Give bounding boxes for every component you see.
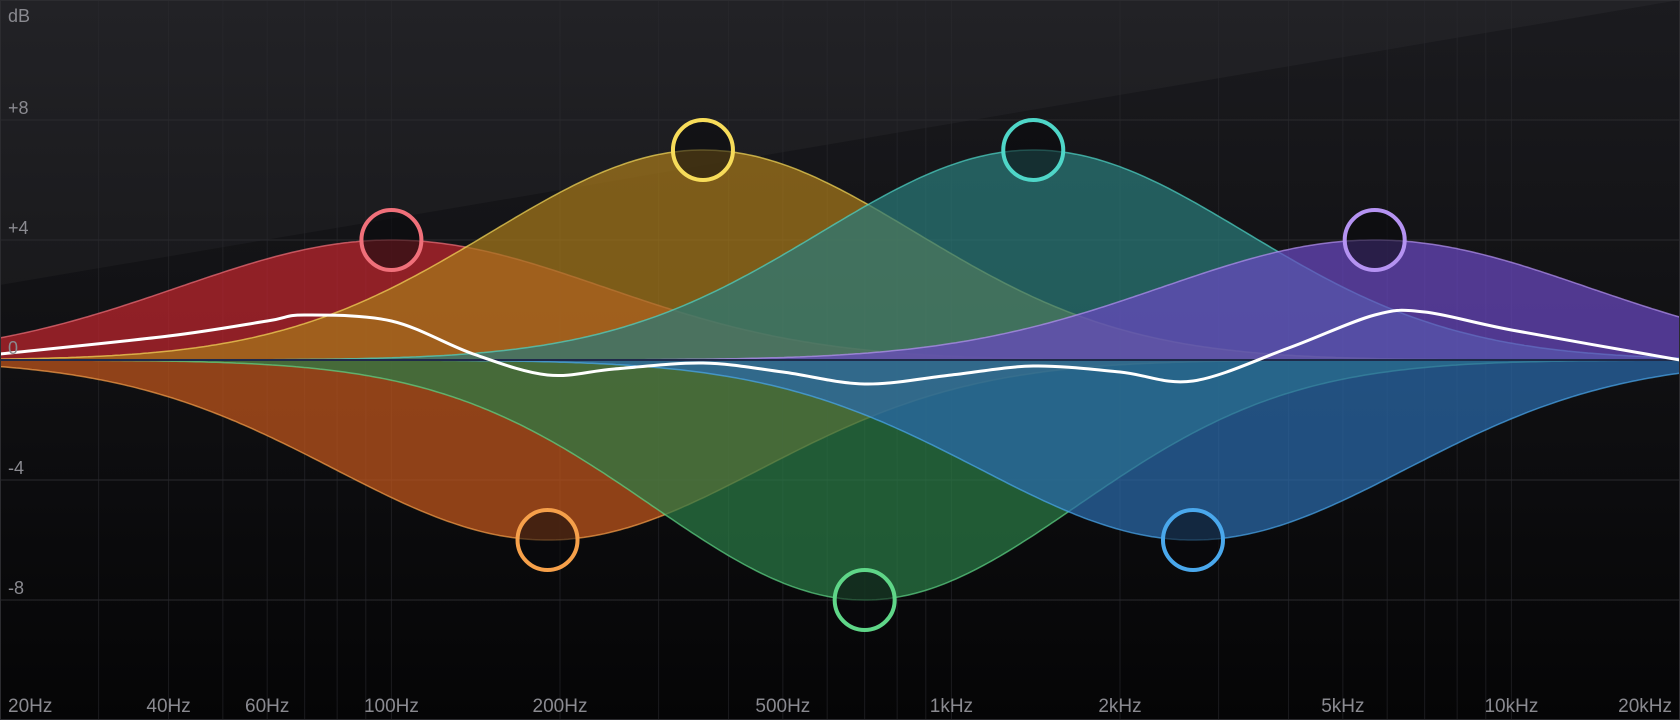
db-tick-label: 0 — [8, 338, 18, 358]
freq-tick-label: 20Hz — [8, 696, 52, 717]
band-handle-1[interactable] — [359, 208, 424, 272]
band-handle-7[interactable] — [1342, 208, 1407, 272]
band-handle-2[interactable] — [515, 508, 580, 572]
freq-tick-label: 1kHz — [930, 696, 973, 717]
freq-tick-label: 60Hz — [245, 696, 289, 717]
db-tick-label: -8 — [8, 578, 24, 598]
eq-response-curve — [0, 308, 1680, 386]
freq-tick-label: 5kHz — [1321, 696, 1364, 717]
db-unit-label: dB — [8, 6, 30, 26]
freq-tick-label: 200Hz — [533, 696, 588, 717]
band-handle-6[interactable] — [1160, 508, 1225, 572]
band-handle-5[interactable] — [1001, 118, 1066, 182]
db-tick-label: +8 — [8, 98, 29, 118]
freq-tick-label: 500Hz — [755, 696, 810, 717]
band-handles — [359, 118, 1407, 632]
band-handle-4[interactable] — [832, 568, 897, 632]
db-tick-label: -4 — [8, 458, 24, 478]
freq-tick-label: 2kHz — [1098, 696, 1141, 717]
axis-labels: +8 +4 0 -4 -8 20Hz 40Hz 60Hz 100Hz 200Hz 500Hz 1kHz… — [8, 98, 1672, 717]
freq-tick-label: 20kHz — [1618, 696, 1672, 717]
freq-tick-label: 40Hz — [146, 696, 190, 717]
db-tick-label: +4 — [8, 218, 29, 238]
freq-tick-label: 100Hz — [364, 696, 419, 717]
band-handle-3[interactable] — [670, 118, 735, 182]
freq-tick-label: 10kHz — [1484, 696, 1538, 717]
